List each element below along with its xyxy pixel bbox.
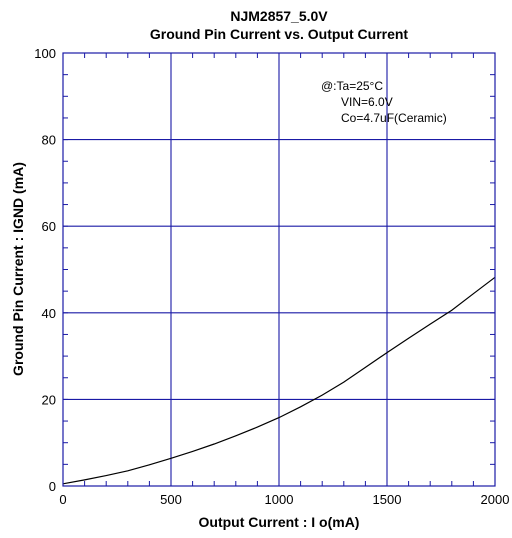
data-point xyxy=(84,479,85,481)
x-tick-label: 2000 xyxy=(481,492,510,507)
data-point xyxy=(170,457,172,459)
data-point xyxy=(235,435,237,437)
annotation-layer: @:Ta=25°C VIN=6.0V Co=4.7uF(Ceramic) xyxy=(321,79,447,125)
annotation-line: Co=4.7uF(Ceramic) xyxy=(341,111,447,125)
x-tick-label: 1500 xyxy=(373,492,402,507)
data-point xyxy=(213,443,215,445)
data-point xyxy=(127,470,129,472)
annotation-line: VIN=6.0V xyxy=(341,95,393,109)
data-point xyxy=(278,417,280,418)
y-tick-label: 60 xyxy=(42,219,56,234)
data-point xyxy=(300,406,301,408)
y-axis-title: Ground Pin Current : IGND (mA) xyxy=(10,162,26,376)
y-tick-label: 40 xyxy=(42,306,56,321)
chart-title: NJM2857_5.0V xyxy=(230,8,328,24)
x-tick-label: 500 xyxy=(160,492,182,507)
data-point xyxy=(386,352,388,354)
data-point xyxy=(149,464,150,466)
y-tick-label: 80 xyxy=(42,133,56,148)
data-point xyxy=(429,323,431,325)
data-point xyxy=(192,450,194,452)
data-point xyxy=(408,337,409,339)
y-tick-label: 0 xyxy=(49,479,56,494)
grid-layer xyxy=(63,53,495,486)
annotation-line: @:Ta=25°C xyxy=(321,79,383,93)
y-tick-label: 100 xyxy=(34,46,56,61)
data-point xyxy=(365,366,366,368)
data-point xyxy=(473,293,474,295)
y-tick-label: 20 xyxy=(42,392,56,407)
x-tick-label: 0 xyxy=(59,492,66,507)
data-point xyxy=(257,426,258,428)
data-point xyxy=(451,309,453,311)
data-point xyxy=(321,394,323,396)
x-axis-title: Output Current : I o(mA) xyxy=(199,514,360,530)
data-point xyxy=(105,475,107,477)
x-tick-label: 1000 xyxy=(265,492,294,507)
chart-subtitle: Ground Pin Current vs. Output Current xyxy=(150,26,409,42)
plot-frame xyxy=(62,52,496,487)
data-point xyxy=(343,381,345,383)
